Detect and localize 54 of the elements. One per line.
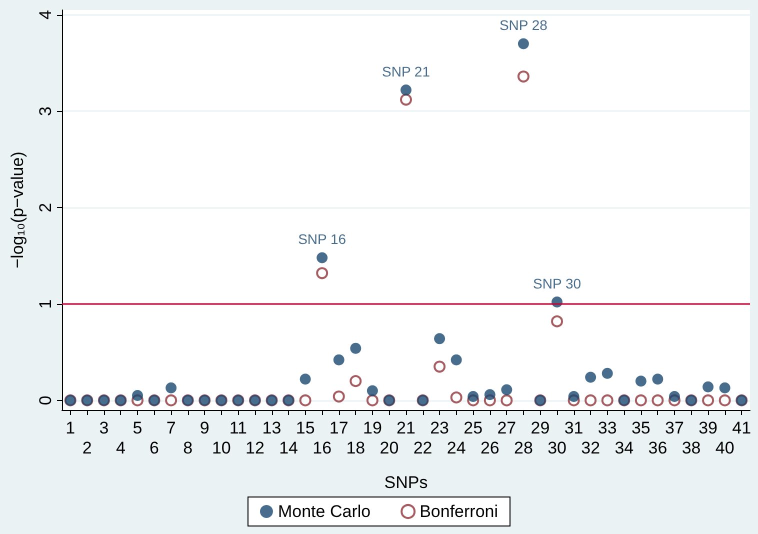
x-tick-label: 2 [82, 438, 92, 458]
x-tick-label: 34 [614, 438, 634, 458]
x-tick-label: 33 [598, 418, 617, 438]
x-tick-label: 12 [246, 438, 264, 458]
x-tick-label: 38 [682, 438, 701, 458]
x-tick-label: 10 [212, 438, 231, 458]
x-tick-label: 18 [346, 438, 366, 458]
x-tick-label: 8 [183, 438, 193, 458]
legend-label: Monte Carlo [278, 502, 371, 521]
x-tick-label: 23 [430, 418, 450, 438]
x-tick-label: 40 [715, 438, 734, 458]
y-tick-label: 1 [36, 299, 55, 309]
x-tick-label: 28 [514, 438, 533, 458]
annotation: SNP 30 [533, 276, 582, 292]
x-tick-label: 14 [279, 438, 298, 458]
x-tick-label: 31 [564, 418, 584, 438]
y-tick-label: 0 [36, 396, 55, 406]
y-tick-label: 4 [36, 10, 55, 20]
x-tick-label: 4 [116, 438, 126, 458]
x-tick-label: 7 [166, 418, 176, 438]
x-tick-label: 27 [497, 418, 516, 438]
x-tick-label: 35 [631, 418, 650, 438]
x-tick-label: 3 [99, 418, 109, 438]
annotation: SNP 21 [382, 64, 430, 80]
x-tick-label: 1 [66, 418, 76, 438]
annotation: SNP 16 [298, 231, 346, 248]
x-tick-label: 22 [413, 438, 432, 458]
x-tick-label: 30 [548, 438, 566, 458]
x-axis-title: SNPs [384, 473, 428, 492]
x-tick-label: 37 [665, 418, 684, 438]
x-tick-label: 15 [296, 418, 315, 438]
legend-label: Bonferroni [420, 502, 498, 521]
x-tick-label: 32 [581, 438, 600, 458]
x-tick-label: 9 [200, 418, 210, 438]
x-tick-label: 17 [329, 418, 348, 438]
y-axis-title: −log₁₀(p−value) [8, 152, 27, 268]
x-tick-label: 20 [380, 438, 399, 458]
x-tick-label: 19 [362, 418, 382, 438]
x-tick-label: 16 [312, 438, 332, 458]
x-tick-label: 29 [530, 418, 550, 438]
x-tick-label: 39 [698, 418, 718, 438]
x-tick-label: 13 [262, 418, 282, 438]
x-tick-label: 5 [132, 418, 142, 438]
y-tick-label: 2 [36, 202, 55, 212]
x-tick-label: 36 [648, 438, 668, 458]
x-tick-label: 6 [150, 438, 160, 458]
x-tick-label: 25 [464, 418, 483, 438]
y-tick-label: 3 [36, 106, 55, 116]
x-tick-label: 26 [480, 438, 500, 458]
x-tick-label: 11 [229, 418, 248, 438]
x-tick-label: 21 [396, 418, 416, 438]
x-tick-label: 41 [732, 418, 752, 438]
x-tick-label: 24 [446, 438, 466, 458]
annotation: SNP 28 [499, 17, 548, 34]
